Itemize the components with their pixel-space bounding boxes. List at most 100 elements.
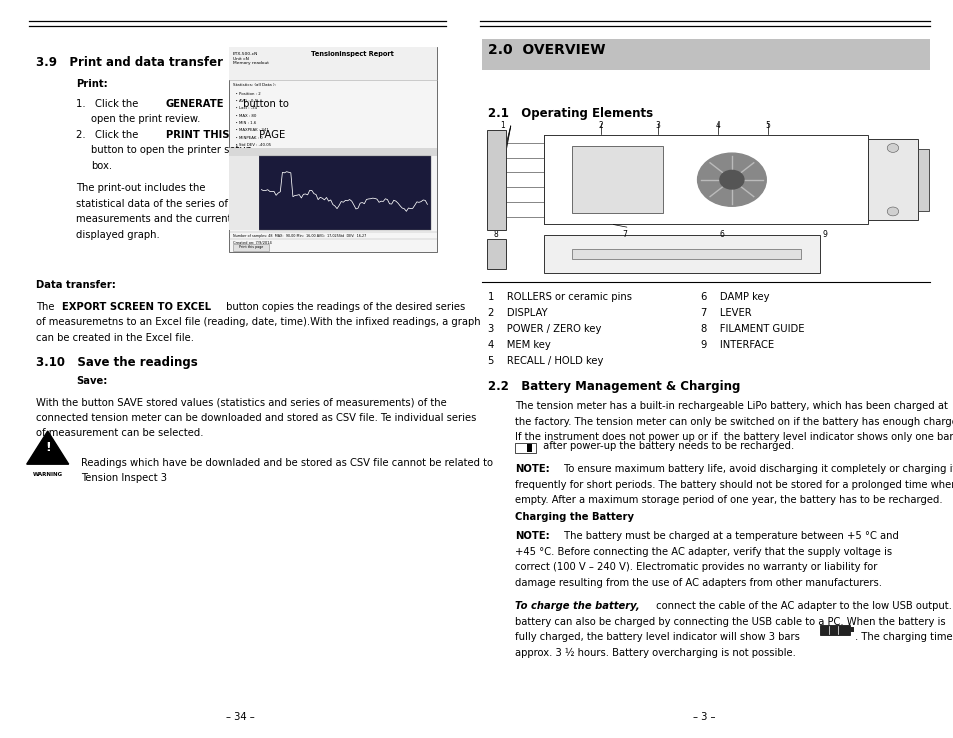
Circle shape (886, 144, 898, 153)
Text: 2.2   Battery Management & Charging: 2.2 Battery Management & Charging (488, 380, 740, 393)
Text: approx. 3 ½ hours. Battery overcharging is not possible.: approx. 3 ½ hours. Battery overcharging … (515, 648, 795, 658)
Text: • Std DEV : -40.05: • Std DEV : -40.05 (233, 143, 271, 147)
Bar (867, 139, 917, 220)
Text: 9: 9 (821, 230, 827, 239)
Polygon shape (27, 431, 69, 464)
Text: 3.9   Print and data transfer: 3.9 Print and data transfer (36, 56, 223, 69)
Text: 3.10   Save the readings: 3.10 Save the readings (36, 356, 198, 370)
Text: ETX-500-cN
Unit cN
Memory readout: ETX-500-cN Unit cN Memory readout (233, 52, 269, 66)
Text: 4    MEM key: 4 MEM key (488, 340, 551, 351)
Text: box.: box. (91, 161, 112, 171)
Text: The battery must be charged at a temperature between +5 °C and: The battery must be charged at a tempera… (560, 531, 898, 542)
Text: connected tension meter can be downloaded and stored as CSV file. Te individual : connected tension meter can be downloade… (36, 413, 476, 423)
Text: Readings which have be downladed and be stored as CSV file cannot be related to: Readings which have be downladed and be … (81, 458, 493, 468)
Text: The print-out includes the: The print-out includes the (76, 183, 206, 193)
Bar (820, 625, 849, 635)
Text: connect the cable of the AC adapter to the low USB output. The: connect the cable of the AC adapter to t… (653, 601, 953, 612)
Bar (229, 47, 436, 80)
Text: NOTE:: NOTE: (515, 464, 549, 475)
Text: 5: 5 (764, 121, 770, 130)
Text: • MAXPEAK : 341: • MAXPEAK : 341 (233, 128, 269, 132)
Text: 3    POWER / ZERO key: 3 POWER / ZERO key (488, 324, 601, 334)
Text: button copies the readings of the desired series: button copies the readings of the desire… (223, 302, 465, 312)
Text: – 3 –: – 3 – (692, 711, 715, 722)
Text: Number of samples: 48  MAX:  90,00 Min:  16,00 AVG:  17,025Std  DEV:  16,27: Number of samples: 48 MAX: 90,00 Min: 16… (233, 234, 366, 238)
Text: 8    FILAMENT GUIDE: 8 FILAMENT GUIDE (700, 324, 803, 334)
Text: – 34 –: – 34 – (226, 711, 254, 722)
Text: 8: 8 (494, 230, 497, 239)
Bar (486, 238, 505, 269)
Text: 6: 6 (720, 230, 724, 239)
Text: +45 °C. Before connecting the AC adapter, verify that the supply voltage is: +45 °C. Before connecting the AC adapter… (515, 547, 891, 557)
Text: WARNING: WARNING (32, 472, 63, 477)
Text: With the button SAVE stored values (statistics and series of measurements) of th: With the button SAVE stored values (stat… (36, 397, 447, 407)
Text: 1    ROLLERS or ceramic pins: 1 ROLLERS or ceramic pins (488, 292, 632, 302)
Text: • AVG : 0.1: • AVG : 0.1 (233, 99, 256, 103)
Text: Tension Inspect 3: Tension Inspect 3 (81, 473, 167, 483)
Text: 2.   Click the: 2. Click the (76, 130, 142, 140)
Bar (229, 47, 436, 252)
Text: • MINPEAK : 0: • MINPEAK : 0 (233, 136, 262, 139)
Text: The tension meter has a built-in rechargeable LiPo battery, which has been charg: The tension meter has a built-in recharg… (515, 401, 947, 412)
Text: frequently for short periods. The battery should not be stored for a prolonged t: frequently for short periods. The batter… (515, 480, 953, 490)
Text: To charge the battery,: To charge the battery, (515, 601, 639, 612)
Text: 2.0  OVERVIEW: 2.0 OVERVIEW (488, 43, 605, 57)
Text: button to: button to (240, 99, 289, 109)
Bar (259, 156, 431, 230)
Text: PAGE: PAGE (255, 130, 285, 140)
Text: 1.   Click the: 1. Click the (76, 99, 142, 109)
Text: 2: 2 (598, 121, 602, 130)
Text: correct (100 V – 240 V). Electromatic provides no warranty or liability for: correct (100 V – 240 V). Electromatic pr… (515, 562, 877, 573)
Text: 3: 3 (655, 121, 660, 130)
Bar (917, 149, 928, 211)
Bar (481, 39, 929, 70)
Text: button to open the printer setup: button to open the printer setup (91, 145, 252, 156)
Text: displayed graph.: displayed graph. (76, 230, 160, 240)
Text: The: The (36, 302, 58, 312)
Text: 7: 7 (621, 230, 627, 239)
Text: Created on: 7/9/2014: Created on: 7/9/2014 (233, 241, 272, 244)
Bar (486, 130, 505, 230)
Text: PRINT THIS: PRINT THIS (166, 130, 230, 140)
Bar (572, 146, 662, 213)
Text: Tensioninspect Report: Tensioninspect Report (311, 51, 393, 57)
Text: measurements and the current: measurements and the current (76, 214, 232, 224)
Text: Save:: Save: (76, 376, 108, 387)
Text: statistical data of the series of: statistical data of the series of (76, 199, 228, 209)
Text: after power-up the battery needs to be recharged.: after power-up the battery needs to be r… (539, 441, 794, 452)
Text: damage resulting from the use of AC adapters from other manufacturers.: damage resulting from the use of AC adap… (515, 578, 882, 588)
Bar (849, 627, 853, 632)
Text: 6    DAMP key: 6 DAMP key (700, 292, 769, 302)
Text: 1: 1 (500, 121, 504, 130)
Circle shape (886, 207, 898, 215)
Text: Statistics: (all Data ):: Statistics: (all Data ): (233, 83, 275, 86)
Bar (543, 136, 867, 224)
Text: 7    LEVER: 7 LEVER (700, 308, 751, 318)
Text: • Last : -34: • Last : -34 (233, 106, 256, 110)
Text: can be created in the Excel file.: can be created in the Excel file. (36, 333, 194, 343)
Text: To ensure maximum battery life, avoid discharging it completely or charging it: To ensure maximum battery life, avoid di… (560, 464, 953, 475)
Text: 5    RECALL / HOLD key: 5 RECALL / HOLD key (488, 356, 603, 367)
Text: !: ! (45, 441, 51, 454)
Text: Charging the Battery: Charging the Battery (515, 512, 634, 523)
Text: • MAX : 80: • MAX : 80 (233, 114, 256, 117)
Text: NOTE:: NOTE: (515, 531, 549, 542)
Bar (515, 443, 536, 453)
Text: . The charging time is: . The charging time is (854, 632, 953, 643)
Text: If the instrument does not power up or if  the battery level indicator shows onl: If the instrument does not power up or i… (515, 432, 953, 443)
Text: 2.1   Operating Elements: 2.1 Operating Elements (488, 107, 653, 120)
Text: 2    DISPLAY: 2 DISPLAY (488, 308, 547, 318)
Text: • Position : 2: • Position : 2 (233, 92, 260, 95)
Circle shape (697, 154, 765, 206)
Bar (229, 148, 436, 156)
Text: fully charged, the battery level indicator will show 3 bars: fully charged, the battery level indicat… (515, 632, 802, 643)
Text: EXPORT SCREEN TO EXCEL: EXPORT SCREEN TO EXCEL (62, 302, 211, 312)
Text: Print this page: Print this page (238, 245, 263, 249)
Text: Data transfer:: Data transfer: (36, 280, 116, 291)
Text: the factory. The tension meter can only be switched on if the battery has enough: the factory. The tension meter can only … (515, 417, 953, 427)
Text: Print:: Print: (76, 79, 108, 89)
Bar (526, 444, 532, 452)
Bar (543, 235, 820, 273)
Text: open the print review.: open the print review. (91, 114, 200, 125)
Text: GENERATE: GENERATE (166, 99, 224, 109)
